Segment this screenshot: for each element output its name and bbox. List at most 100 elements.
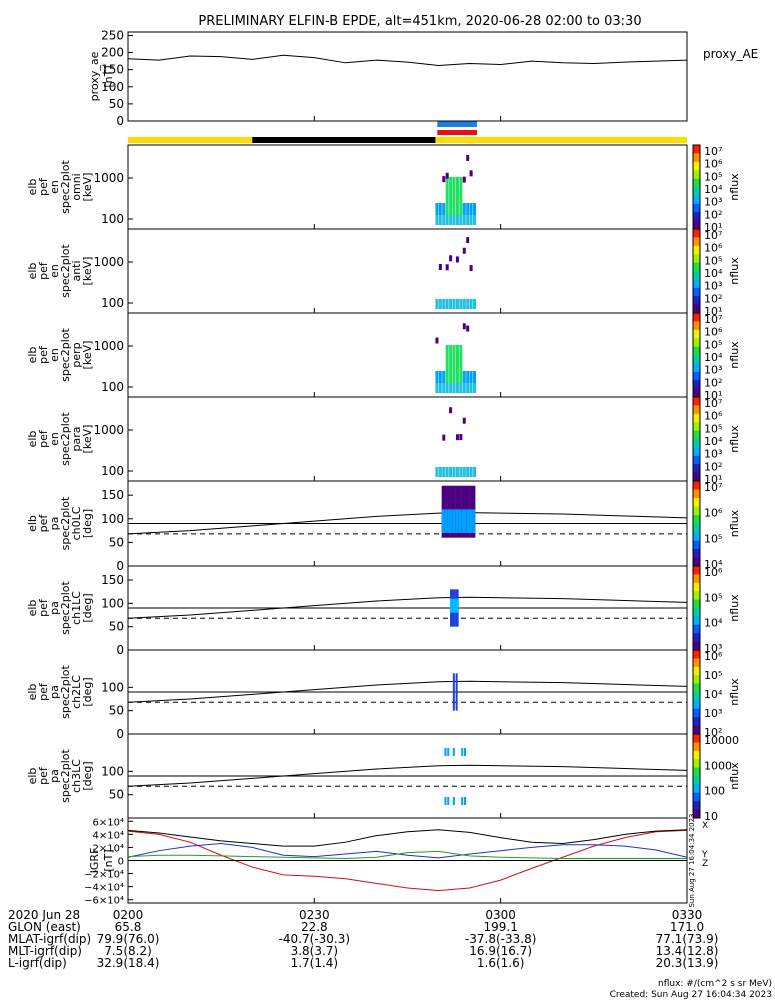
colorbar-tick: 10⁷ [704, 145, 722, 158]
y-tick-label: 150 [101, 488, 124, 502]
colorbar-tick: 10³ [704, 364, 722, 377]
colorbar-tick: 10⁵ [704, 338, 722, 351]
y-tick-label: 100 [101, 512, 124, 526]
y-tick-label: 250 [101, 28, 124, 42]
panel-ch0LC: elbpefpaspec2plotch0LC[deg]15010050010⁷1… [26, 481, 741, 573]
colorbar-tick: 10000 [704, 734, 739, 747]
panel-ch3LC: elbpefpaspec2plotch3LC[deg] 1005010000100… [26, 734, 741, 823]
colorbar-label: nflux [728, 509, 741, 537]
colorbar-tick: 10³ [704, 707, 722, 720]
panel-frame [128, 397, 687, 481]
colorbar: 10⁷10⁶10⁵10⁴10³10²10¹ nflux [693, 145, 741, 234]
colorbar-tick: 10² [704, 292, 722, 305]
colorbar-tick: 10⁶ [704, 242, 723, 255]
y-tick-label: 50 [109, 535, 124, 549]
colorbar-tick: 10⁵ [704, 669, 722, 682]
y-tick-label: 2×10⁴ [93, 843, 124, 854]
footer-value: 1.7(1.4) [291, 956, 339, 970]
pa-spectrogram-patch [450, 589, 459, 626]
right-label: proxy_AE [703, 47, 758, 61]
colorbar-tick: 10⁴ [704, 351, 723, 364]
y-tick-label: 1000 [93, 171, 124, 185]
colorbar: 10⁷10⁶10⁵10⁴10³10²10¹ nflux [693, 229, 741, 318]
science-mark-red [437, 130, 477, 135]
science-mark-blue [437, 121, 477, 127]
footer-value: 1.6(1.6) [477, 956, 525, 970]
colorbar: 10⁶10⁵10⁴10³10²nflux [693, 650, 741, 739]
panel-ch2LC: elbpefpaspec2plotch2LC[deg] 10050010⁶10⁵1… [26, 650, 741, 741]
colorbar-tick: 10⁷ [704, 481, 722, 494]
igrf-legend: X YZ [701, 821, 708, 869]
y-tick-label: 0 [116, 114, 124, 128]
y-tick-label: −4×10⁴ [84, 883, 124, 894]
plot-title: PRELIMINARY ELFIN-B EPDE, alt=451km, 202… [198, 14, 641, 29]
y-tick-label: 100 [101, 80, 124, 94]
y-tick-label: 100 [101, 596, 124, 610]
colorbar-tick: 10³ [704, 280, 722, 293]
legend-entry: Z [702, 859, 708, 869]
y-tick-label: 6×10⁴ [93, 817, 124, 828]
colorbar-tick: 100 [704, 785, 725, 798]
colorbar-label: nflux [728, 341, 741, 369]
y-tick-label: −2×10⁴ [84, 870, 124, 881]
proxy-ae-line [128, 55, 687, 65]
y-tick-label: 100 [101, 464, 124, 478]
colorbar-tick: 10² [704, 208, 722, 221]
y-axis-label: proxy_ae [88, 51, 101, 101]
colorbar-label: nflux [728, 762, 741, 790]
y-axis-label: [keV] [81, 173, 94, 202]
y-tick-label: 100 [101, 380, 124, 394]
panel-frame [128, 32, 687, 121]
colorbar: 10⁶10⁵10⁴10³nflux [693, 566, 741, 655]
colorbar-tick: 10⁶ [704, 566, 723, 579]
panel-proxy_ae: proxy_ae [nT]250200150100500proxy_AE [88, 28, 758, 128]
y-tick-label: 50 [109, 788, 124, 802]
panel-ch1LC: elbpefpaspec2plotch1LC[deg]15010050010⁶1… [26, 566, 741, 657]
status-bar-segment [435, 137, 687, 143]
y-axis-label: [deg] [81, 509, 94, 538]
y-tick-label: 50 [109, 97, 124, 111]
colorbar-tick: 10⁴ [704, 267, 723, 280]
colorbar-tick: 10⁵ [704, 422, 722, 435]
panel-anti: elbpefenspec2plotanti[keV] 100010010⁷10⁶1… [26, 229, 741, 318]
status-bar-segment [128, 137, 252, 143]
spectrogram-patch [435, 237, 476, 309]
y-tick-label: 100 [101, 296, 124, 310]
footer-value: 32.9(18.4) [97, 956, 160, 970]
colorbar-tick: 10⁷ [704, 313, 722, 326]
y-tick-label: 1000 [93, 339, 124, 353]
y-tick-label: 100 [101, 764, 124, 778]
footer-value: 20.3(13.9) [656, 956, 719, 970]
y-tick-label: 100 [101, 212, 124, 226]
y-tick-label: 1000 [93, 255, 124, 269]
colorbar-tick: 10⁷ [704, 229, 722, 242]
colorbar-tick: 10³ [704, 196, 722, 209]
y-tick-label: −6×10⁴ [84, 896, 124, 907]
colorbar-tick: 10⁴ [704, 435, 723, 448]
status-bar-segment [252, 137, 435, 143]
y-axis-label: [deg] [81, 593, 94, 622]
colorbar: 10000100010010nflux [693, 734, 741, 823]
y-axis-label: [keV] [81, 341, 94, 370]
panel-omni: elbpefenspec2plotomni[keV] 100010010⁷10⁶1… [26, 145, 741, 234]
pa-spectrogram-patch [442, 486, 476, 538]
colorbar: 10⁷10⁶10⁵10⁴10³10²10¹ nflux [693, 313, 741, 402]
colorbar: 10⁷10⁶10⁵10⁴10³10²10¹ nflux [693, 397, 741, 486]
colorbar-tick: 10⁶ [704, 326, 723, 339]
y-tick-label: 1000 [93, 423, 124, 437]
created-stamp-vertical: Sun Aug 27 16:04:34 2023 [688, 813, 696, 907]
colorbar-tick: 10⁶ [704, 158, 723, 171]
panel-frame [128, 229, 687, 313]
colorbar-label: nflux [728, 594, 741, 622]
legend-entry: X [702, 821, 708, 831]
y-tick-label: 150 [101, 63, 124, 77]
y-tick-label: 50 [109, 704, 124, 718]
spectrogram-patch [435, 323, 476, 393]
colorbar: 10⁷ 10⁶ 10⁵ 10⁴ nflux [693, 481, 741, 571]
colorbar-tick: 10⁶ [704, 410, 723, 423]
colorbar-tick: 10⁵ [704, 591, 722, 604]
colorbar-tick: 10⁵ [704, 532, 722, 545]
y-tick-label: 0 [118, 857, 124, 868]
colorbar-tick: 10⁵ [704, 170, 722, 183]
panel-frame [128, 313, 687, 397]
